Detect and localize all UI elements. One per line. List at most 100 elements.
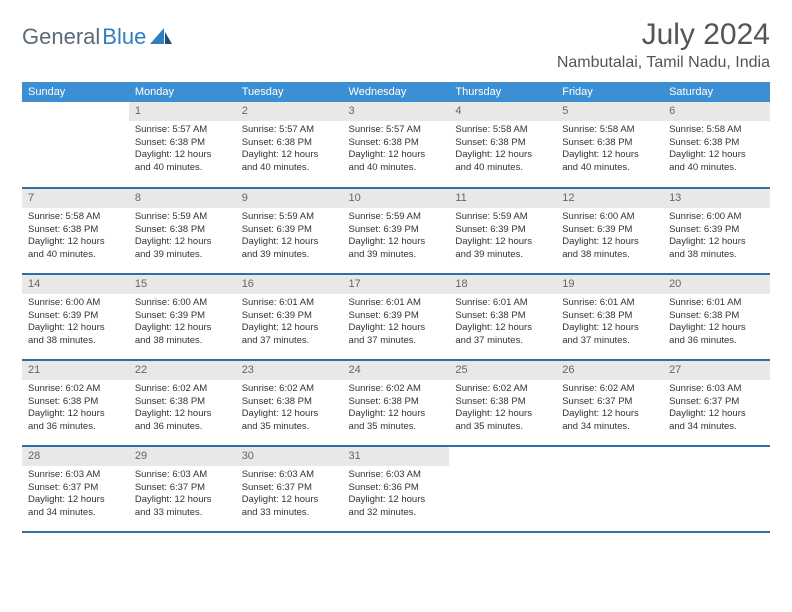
logo-sail-icon — [150, 28, 172, 46]
sunset-line: Sunset: 6:36 PM — [349, 482, 419, 493]
sunrise-line: Sunrise: 6:03 AM — [242, 469, 314, 480]
calendar-week: 14Sunrise: 6:00 AMSunset: 6:39 PMDayligh… — [22, 274, 770, 360]
day-details: Sunrise: 6:02 AMSunset: 6:38 PMDaylight:… — [343, 380, 450, 440]
calendar-cell: 20Sunrise: 6:01 AMSunset: 6:38 PMDayligh… — [663, 274, 770, 360]
day-header: Thursday — [449, 82, 556, 102]
sunset-line: Sunset: 6:38 PM — [669, 310, 739, 321]
day-details: Sunrise: 6:03 AMSunset: 6:36 PMDaylight:… — [343, 466, 450, 526]
daylight-line: Daylight: 12 hours and 37 minutes. — [242, 322, 319, 346]
day-number: 27 — [663, 361, 770, 380]
sunrise-line: Sunrise: 6:02 AM — [455, 383, 527, 394]
calendar-cell: 24Sunrise: 6:02 AMSunset: 6:38 PMDayligh… — [343, 360, 450, 446]
day-number: 8 — [129, 189, 236, 208]
sunrise-line: Sunrise: 6:01 AM — [455, 297, 527, 308]
day-details: Sunrise: 5:59 AM Sunset: 6:39 PMDaylight:… — [236, 208, 343, 268]
sunrise-line: Sunrise: 6:03 AM — [669, 383, 741, 394]
sunset-line: Sunset: 6:37 PM — [135, 482, 205, 493]
daylight-line: Daylight: 12 hours and 39 minutes. — [242, 236, 319, 260]
calendar-cell: 12Sunrise: 6:00 AMSunset: 6:39 PMDayligh… — [556, 188, 663, 274]
sunrise-line: Sunrise: 6:00 AM — [28, 297, 100, 308]
daylight-line: Daylight: 12 hours and 38 minutes. — [28, 322, 105, 346]
day-details: Sunrise: 6:03 AMSunset: 6:37 PMDaylight:… — [129, 466, 236, 526]
sunrise-line: Sunrise: 6:01 AM — [669, 297, 741, 308]
calendar-cell: 9 Sunrise: 5:59 AM Sunset: 6:39 PMDaylight… — [236, 188, 343, 274]
day-details: Sunrise: 5:59 AMSunset: 6:38 PMDaylight:… — [129, 208, 236, 268]
daylight-line: Daylight: 12 hours and 39 minutes. — [135, 236, 212, 260]
title-block: July 2024 Nambutalai, Tamil Nadu, India — [557, 18, 770, 80]
sunrise-line: Sunrise: 6:01 AM — [562, 297, 634, 308]
calendar-cell — [556, 446, 663, 532]
sunrise-line: Sunrise: 5:58 AM — [455, 124, 527, 135]
day-number: 5 — [556, 102, 663, 121]
day-number: 16 — [236, 275, 343, 294]
sunrise-line: Sunrise: 5:59 AM — [242, 211, 314, 222]
day-number: 26 — [556, 361, 663, 380]
day-details: Sunrise: 6:01 AMSunset: 6:38 PMDaylight:… — [556, 294, 663, 354]
sunset-line: Sunset: 6:38 PM — [562, 137, 632, 148]
day-details: Sunrise: 5:58 AMSunset: 6:38 PMDaylight:… — [556, 121, 663, 181]
day-details: Sunrise: 6:01 AMSunset: 6:38 PMDaylight:… — [663, 294, 770, 354]
calendar-cell — [22, 102, 129, 188]
calendar-cell: 15Sunrise: 6:00 AMSunset: 6:39 PMDayligh… — [129, 274, 236, 360]
daylight-line: Daylight: 12 hours and 34 minutes. — [28, 494, 105, 518]
sunset-line: Sunset: 6:39 PM — [669, 224, 739, 235]
day-number: 18 — [449, 275, 556, 294]
daylight-line: Daylight: 12 hours and 36 minutes. — [135, 408, 212, 432]
day-details: Sunrise: 6:02 AMSunset: 6:38 PMDaylight:… — [449, 380, 556, 440]
logo: GeneralBlue — [22, 24, 172, 50]
day-header: Monday — [129, 82, 236, 102]
day-details: Sunrise: 6:00 AM Sunset: 6:39 PMDaylight:… — [663, 208, 770, 268]
day-number: 11 — [449, 189, 556, 208]
day-number: 22 — [129, 361, 236, 380]
sunrise-line: Sunrise: 6:02 AM — [28, 383, 100, 394]
day-details: Sunrise: 6:01 AMSunset: 6:38 PMDaylight:… — [449, 294, 556, 354]
daylight-line: Daylight: 12 hours and 38 minutes. — [669, 236, 746, 260]
sunset-line: Sunset: 6:39 PM — [349, 310, 419, 321]
daylight-line: Daylight: 12 hours and 37 minutes. — [349, 322, 426, 346]
daylight-line: Daylight: 12 hours and 37 minutes. — [455, 322, 532, 346]
sunset-line: Sunset: 6:38 PM — [135, 137, 205, 148]
day-details: Sunrise: 5:58 AMSunset: 6:38 PMDaylight:… — [663, 121, 770, 181]
day-details: Sunrise: 6:01 AMSunset: 6:39 PMDaylight:… — [236, 294, 343, 354]
sunrise-line: Sunrise: 5:57 AM — [349, 124, 421, 135]
day-header-row: SundayMondayTuesdayWednesdayThursdayFrid… — [22, 82, 770, 102]
day-number: 19 — [556, 275, 663, 294]
day-number: 28 — [22, 447, 129, 466]
day-number: 10 — [343, 189, 450, 208]
day-details: Sunrise: 6:00 AMSunset: 6:39 PMDaylight:… — [556, 208, 663, 268]
day-number: 2 — [236, 102, 343, 121]
calendar-cell: 3Sunrise: 5:57 AMSunset: 6:38 PMDaylight… — [343, 102, 450, 188]
sunset-line: Sunset: 6:38 PM — [349, 396, 419, 407]
sunrise-line: Sunrise: 5:59 AM — [455, 211, 527, 222]
calendar-cell: 27Sunrise: 6:03 AMSunset: 6:37 PMDayligh… — [663, 360, 770, 446]
calendar-cell: 7Sunrise: 5:58 AMSunset: 6:38 PMDaylight… — [22, 188, 129, 274]
day-details: Sunrise: 5:58 AMSunset: 6:38 PMDaylight:… — [22, 208, 129, 268]
calendar-cell: 30Sunrise: 6:03 AMSunset: 6:37 PMDayligh… — [236, 446, 343, 532]
daylight-line: Daylight: 12 hours and 38 minutes. — [562, 236, 639, 260]
day-number: 1 — [129, 102, 236, 121]
sunset-line: Sunset: 6:39 PM — [562, 224, 632, 235]
calendar-cell: 19Sunrise: 6:01 AMSunset: 6:38 PMDayligh… — [556, 274, 663, 360]
daylight-line: Daylight: 12 hours and 39 minutes. — [349, 236, 426, 260]
sunset-line: Sunset: 6:37 PM — [562, 396, 632, 407]
daylight-line: Daylight: 12 hours and 35 minutes. — [349, 408, 426, 432]
sunset-line: Sunset: 6:39 PM — [349, 224, 419, 235]
calendar-body: 1Sunrise: 5:57 AMSunset: 6:38 PMDaylight… — [22, 102, 770, 532]
calendar-cell: 1Sunrise: 5:57 AMSunset: 6:38 PMDaylight… — [129, 102, 236, 188]
day-number: 13 — [663, 189, 770, 208]
calendar-cell: 6Sunrise: 5:58 AMSunset: 6:38 PMDaylight… — [663, 102, 770, 188]
sunset-line: Sunset: 6:38 PM — [28, 396, 98, 407]
sunrise-line: Sunrise: 6:03 AM — [135, 469, 207, 480]
sunset-line: Sunset: 6:38 PM — [455, 137, 525, 148]
daylight-line: Daylight: 12 hours and 34 minutes. — [669, 408, 746, 432]
sunrise-line: Sunrise: 6:02 AM — [242, 383, 314, 394]
logo-text-2: Blue — [102, 24, 146, 50]
day-details: Sunrise: 6:03 AMSunset: 6:37 PMDaylight:… — [663, 380, 770, 440]
sunrise-line: Sunrise: 6:02 AM — [135, 383, 207, 394]
daylight-line: Daylight: 12 hours and 40 minutes. — [349, 149, 426, 173]
daylight-line: Daylight: 12 hours and 40 minutes. — [28, 236, 105, 260]
sunset-line: Sunset: 6:39 PM — [242, 224, 312, 235]
day-number: 9 — [236, 189, 343, 208]
sunrise-line: Sunrise: 5:58 AM — [669, 124, 741, 135]
sunrise-line: Sunrise: 6:00 AM — [669, 211, 741, 222]
